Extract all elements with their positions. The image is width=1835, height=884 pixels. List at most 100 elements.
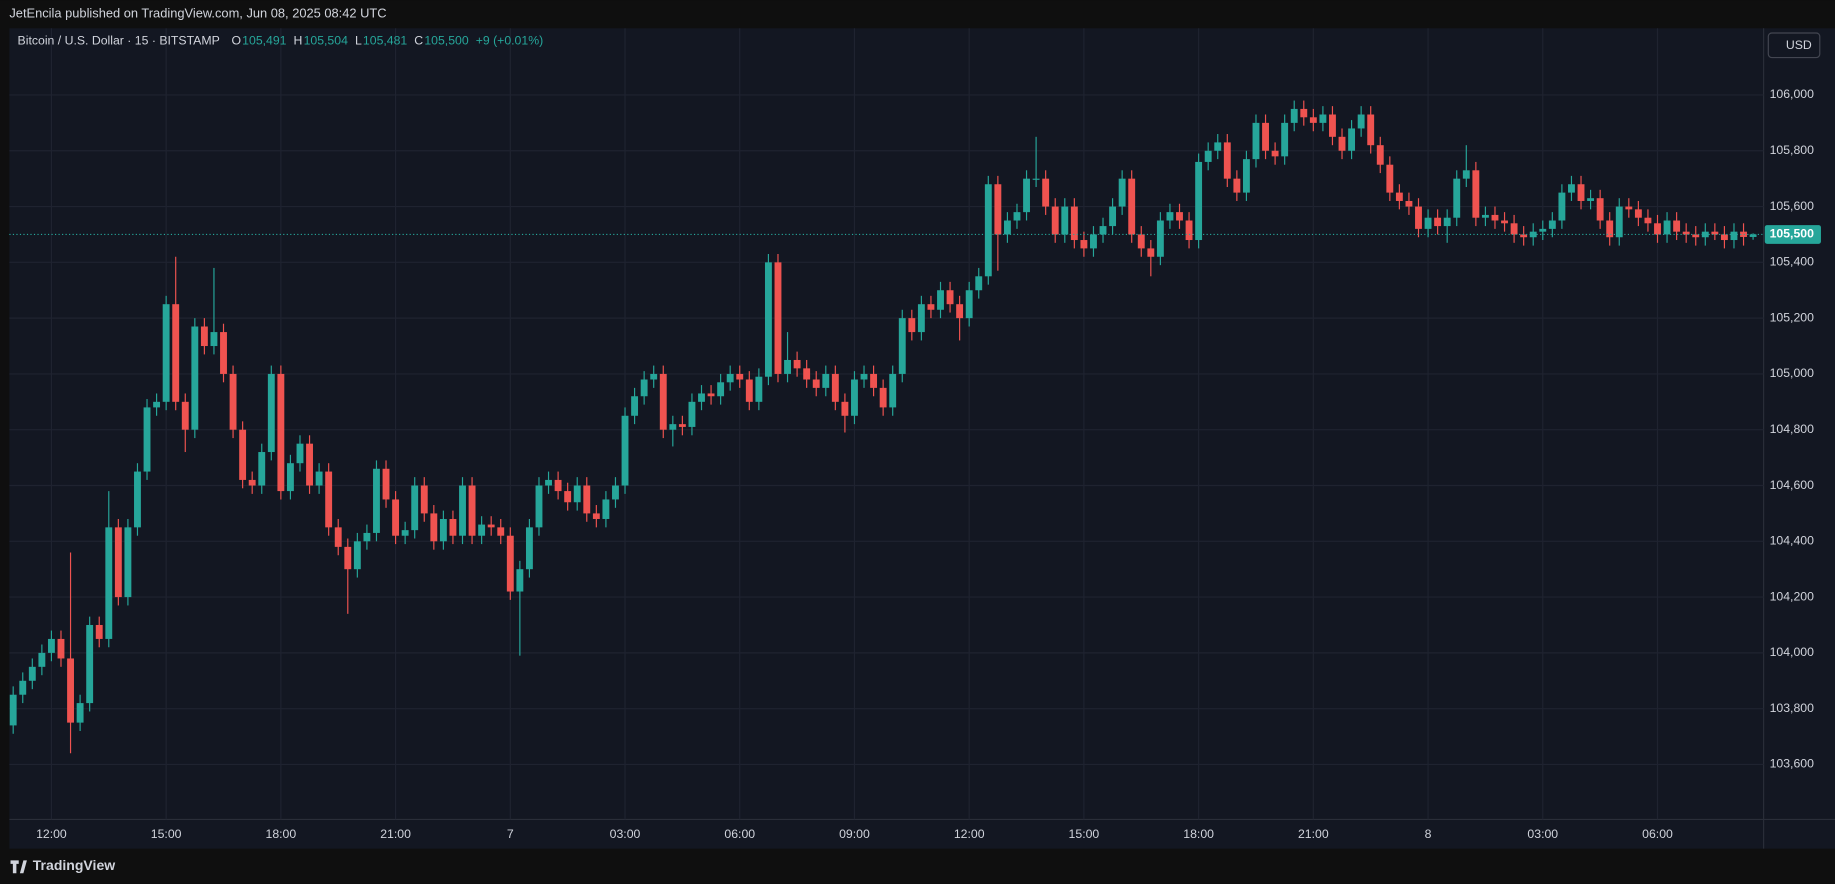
candle-body	[353, 541, 361, 570]
candle-body	[296, 443, 304, 464]
candle-body	[927, 304, 935, 310]
symbol-title: Bitcoin / U.S. Dollar · 15 · BITSTAMP	[18, 33, 220, 47]
legend-key: O	[231, 33, 241, 47]
x-tick-label: 21:00	[380, 827, 411, 841]
candle-body	[1491, 214, 1499, 221]
x-tick-label: 03:00	[1527, 827, 1558, 841]
legend-key: H	[294, 33, 303, 47]
candle-body	[1443, 217, 1451, 227]
candle-body	[1109, 206, 1117, 227]
candle-body	[220, 332, 227, 374]
candle-body	[181, 401, 189, 430]
y-tick-label: 105,600	[1770, 199, 1815, 213]
candle-body	[124, 527, 132, 598]
candle-body	[449, 518, 457, 536]
candle-body	[1501, 220, 1508, 224]
candle-body	[1223, 142, 1231, 179]
candle-body	[545, 479, 552, 486]
candle-body	[1405, 200, 1413, 207]
candle-body	[1577, 184, 1585, 201]
candle-body	[1539, 228, 1547, 232]
footer-logo: TradingView	[10, 857, 115, 874]
candle-body	[602, 499, 610, 519]
publish-note: JetEncila published on TradingView.com, …	[9, 6, 386, 21]
candle-body	[1625, 206, 1633, 210]
candle-body	[325, 471, 333, 528]
y-tick-label: 103,800	[1770, 701, 1815, 715]
candle-body	[1090, 234, 1097, 249]
y-tick-label: 106,000	[1770, 87, 1815, 101]
candle-body	[1376, 145, 1384, 165]
candle-body	[640, 379, 648, 397]
candle-body	[525, 527, 533, 570]
candle-body	[1730, 231, 1738, 241]
candle-body	[229, 373, 237, 430]
candle-body	[650, 373, 658, 380]
candle-body	[1204, 150, 1212, 162]
candle-body	[1634, 209, 1642, 218]
candle-body	[1615, 206, 1623, 238]
x-tick-label: 09:00	[839, 827, 870, 841]
candle-body	[1166, 212, 1174, 221]
candle-body	[382, 468, 390, 500]
candle-body	[468, 485, 476, 536]
x-tick-label: 15:00	[1069, 827, 1100, 841]
y-tick-label: 104,400	[1770, 534, 1815, 548]
candle-body	[1692, 234, 1700, 238]
y-tick-label: 103,600	[1770, 757, 1815, 771]
candle-body	[57, 638, 65, 659]
candle-body	[889, 373, 897, 408]
candle-body	[258, 452, 266, 486]
candle-body	[592, 513, 600, 519]
candle-body	[1176, 212, 1183, 221]
y-tick-label: 104,600	[1770, 478, 1815, 492]
ohlc-legend: O 105,491 H 105,504 L 105,481 C 105,500 +9 (+0.0…	[231, 33, 543, 47]
candle-body	[1061, 206, 1069, 235]
candle-body	[994, 184, 1002, 235]
candle-body	[851, 379, 858, 416]
legend-key: C	[414, 33, 423, 47]
candle-body	[1481, 214, 1489, 218]
x-tick-label: 7	[507, 827, 514, 841]
candle-body	[1453, 178, 1461, 218]
candle-body	[1262, 122, 1269, 151]
candle-body	[908, 318, 916, 333]
candle-body	[430, 513, 438, 542]
footer-brand: TradingView	[33, 857, 115, 873]
candle-body	[487, 524, 495, 528]
currency-button[interactable]	[1767, 32, 1821, 59]
candle-body	[1386, 164, 1394, 193]
x-tick-label: 06:00	[724, 827, 755, 841]
candle-body	[38, 652, 46, 667]
candle-body	[1682, 231, 1690, 235]
candle-body	[984, 184, 992, 277]
grid	[9, 28, 1764, 820]
candle-body	[1663, 220, 1671, 235]
candle-body	[755, 376, 763, 402]
candle-body	[1654, 223, 1661, 235]
candle-body	[1271, 150, 1279, 157]
candle-body	[497, 527, 505, 536]
candle-body	[1233, 178, 1241, 193]
candle-body	[172, 304, 180, 402]
candle-body	[659, 373, 667, 430]
candle-body	[134, 471, 141, 528]
candle-body	[306, 443, 313, 486]
candle-body	[478, 524, 486, 536]
candle-body	[1242, 159, 1250, 193]
candle-body	[717, 382, 725, 397]
legend-value: 105,491	[242, 33, 287, 47]
candle-body	[793, 359, 801, 369]
candle-body	[831, 373, 839, 402]
candle-body	[1319, 114, 1327, 123]
candle-body	[1462, 170, 1470, 179]
candle-body	[105, 527, 113, 639]
candle-body	[1195, 161, 1203, 241]
candle-body	[210, 332, 218, 347]
candle-body	[1711, 231, 1719, 235]
candle-body	[1367, 114, 1375, 146]
candle-body	[937, 290, 944, 310]
candle-body	[1080, 240, 1088, 249]
candle-body	[459, 485, 466, 536]
legend-value: 105,504	[304, 33, 349, 47]
